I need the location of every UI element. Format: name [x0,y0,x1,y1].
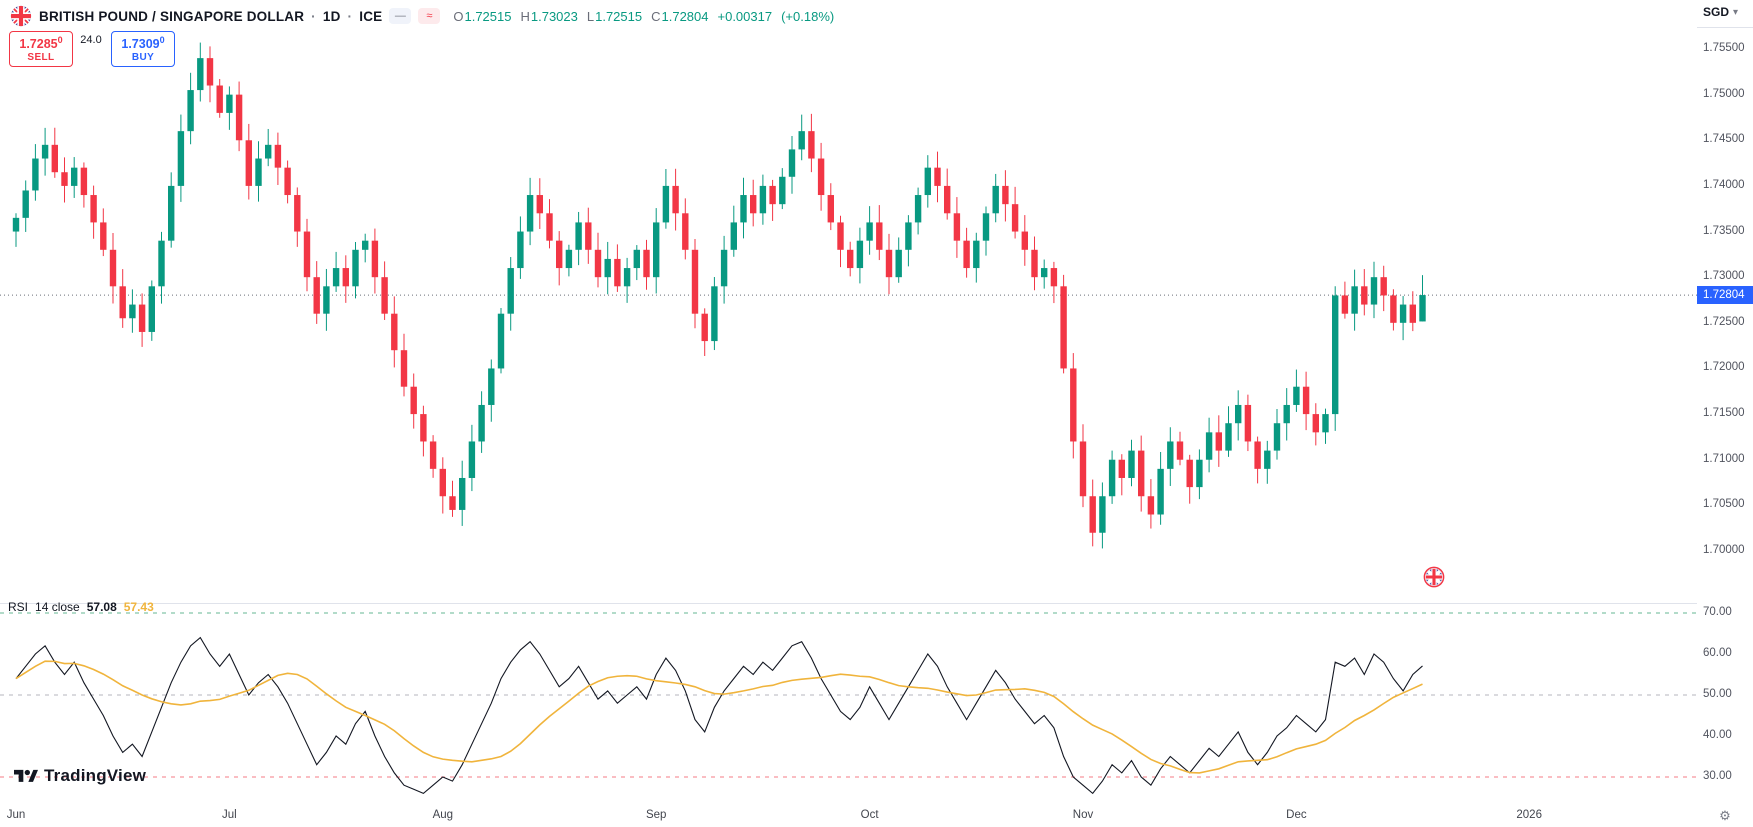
price-axis-label: 1.74000 [1703,178,1745,191]
close-value: 1.72804 [661,8,709,24]
current-price-tag: 1.72804 [1697,286,1753,305]
sell-price: 1.7285 [19,37,58,52]
price-axis-label: 1.73000 [1703,270,1745,283]
rsi-axis-label: 60.00 [1703,647,1732,659]
change-value: +0.00317 [717,8,773,24]
currency-selector[interactable]: SGD ▾ [1703,5,1738,19]
price-axis-label: 1.71000 [1703,452,1745,465]
buy-price: 1.7309 [121,37,160,52]
rsi-axis-label: 50.00 [1703,688,1732,700]
low-value: 1.72515 [595,8,643,24]
currency-label[interactable]: SGD [1703,5,1730,19]
rsi-axis-label: 70.00 [1703,606,1732,618]
symbol-title[interactable]: BRITISH POUND / SINGAPORE DOLLAR [39,8,305,24]
title-separator: · [311,8,316,24]
cursor-flag-icon [1423,566,1445,588]
time-axis-label: Jul [222,809,237,821]
time-axis-label: Oct [860,809,879,821]
tradingview-watermark[interactable]: TradingView [14,766,146,786]
buy-button[interactable]: 1.73090 BUY [111,31,175,67]
low-label: L [586,8,595,24]
price-axis-label: 1.75500 [1703,42,1745,54]
price-axis[interactable]: SGD ▾ 1.72804 1.75500 1.75000 1.74500 1.740… [1697,0,1753,827]
tradingview-logo-icon [14,767,38,786]
price-axis-label: 1.73500 [1703,224,1745,237]
interval-label[interactable]: 1D [322,8,341,24]
chevron-down-icon: ▾ [1733,6,1739,18]
rsi-axis-label: 30.00 [1703,770,1732,782]
high-label: H [520,8,530,24]
change-percent: (+0.18%) [781,8,835,24]
sell-price-pip: 0 [57,35,63,46]
time-axis-label: Aug [432,809,454,821]
open-label: O [453,8,464,24]
price-axis-label: 1.75000 [1703,87,1745,100]
time-axis-label: Jun [6,809,26,821]
pane-separator[interactable] [0,603,1753,604]
price-axis-label: 1.70500 [1703,498,1745,511]
time-axis-label: 2026 [1516,809,1542,821]
price-axis-label: 1.71500 [1703,407,1745,420]
rsi-ma-value: 57.43 [123,600,154,614]
axis-header-separator [1697,27,1753,28]
ohlc-readout: O1.72515 H1.73023 L1.72515 C1.72804 +0.0… [453,9,834,24]
sell-button[interactable]: 1.72850 SELL [9,31,73,67]
axis-settings-gear-icon[interactable]: ⚙ [1719,808,1731,823]
spread-value: 24.0 [80,34,102,46]
gbp-flag-icon [10,5,32,27]
time-axis-label: Nov [1072,809,1094,821]
price-axis-label: 1.74500 [1703,133,1745,146]
hide-indicator-icon[interactable]: — [389,8,412,24]
price-axis-label: 1.72000 [1703,361,1745,374]
rsi-axis-label: 40.00 [1703,729,1732,741]
time-axis[interactable]: Jun Jul Aug Sep Oct Nov Dec 2026 [0,805,1697,827]
tradingview-watermark-text: TradingView [44,766,147,785]
symbol-legend[interactable]: BRITISH POUND / SINGAPORE DOLLAR · 1D · … [10,5,834,27]
time-axis-label: Sep [645,809,667,821]
candlestick-chart[interactable] [0,0,1697,805]
rsi-name[interactable]: RSI [8,600,29,614]
title-separator: · [347,8,353,24]
price-axis-label: 1.70000 [1703,543,1745,556]
high-value: 1.73023 [530,8,578,24]
rsi-legend[interactable]: RSI 14 close 57.08 57.43 [8,600,154,614]
rsi-params: 14 close [35,600,80,614]
delayed-data-icon[interactable]: ≈ [418,8,441,24]
rsi-value: 57.08 [86,600,117,614]
time-axis-label: Dec [1286,809,1307,821]
exchange-label[interactable]: ICE [359,8,383,24]
close-label: C [651,8,661,24]
sell-label: SELL [27,51,55,63]
open-value: 1.72515 [464,8,512,24]
price-axis-label: 1.72500 [1703,315,1745,328]
buy-label: BUY [131,51,155,63]
buy-price-pip: 0 [159,35,165,46]
